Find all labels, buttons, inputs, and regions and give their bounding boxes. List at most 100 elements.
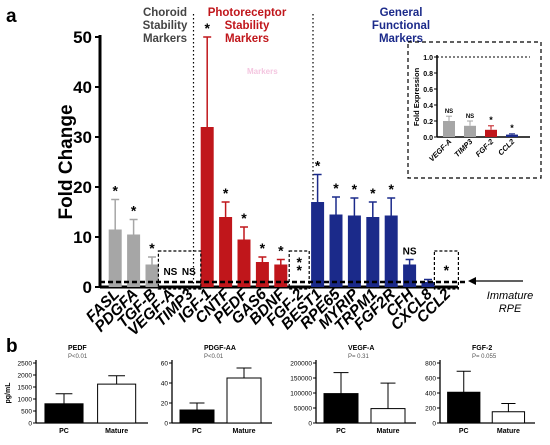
inset-bar-vegf-a — [443, 121, 455, 137]
panel-label-b: b — [6, 336, 18, 357]
panel-b-y-tick-label: 2000 — [18, 373, 33, 380]
inset-bar-timp3 — [464, 125, 476, 137]
significance-star: * — [352, 181, 358, 197]
group-header-line: Photoreceptor — [208, 7, 287, 19]
group-header-line: Choroid — [143, 7, 187, 19]
immature-rpe-label: Immature — [487, 290, 533, 302]
significance-star: * — [223, 185, 229, 201]
panel-b-y-tick-label: 20 — [161, 401, 169, 408]
bar-fgf2r — [384, 215, 398, 287]
panel-b-bar-pc — [44, 403, 84, 424]
y-axis-label: Fold Change — [56, 104, 77, 219]
bar-cntf — [219, 217, 233, 287]
significance-star: * — [241, 210, 247, 226]
bar-cxcl8 — [421, 282, 435, 287]
panel-b-y-axis-label: pg/mL — [5, 382, 12, 404]
group-header-line: Markers — [143, 33, 187, 45]
inset-y-tick-label: 0.4 — [423, 103, 433, 110]
significance-star: * — [444, 262, 450, 278]
inset-y-tick-label: 0.8 — [423, 71, 433, 78]
panel-b-bar-pc — [323, 393, 359, 424]
inset-bar-ccl2 — [506, 134, 518, 137]
significance-star: * — [333, 180, 339, 196]
bar-pdgfa — [127, 234, 141, 287]
panel-b-x-tick-label: PC — [192, 428, 202, 435]
dashed-box-fgf2 — [288, 250, 310, 290]
panel-label-a: a — [6, 6, 17, 27]
inset-y-tick-label: 0.2 — [423, 119, 433, 126]
dashed-box-vegf-timp3 — [157, 250, 202, 290]
panel-b-y-tick-label: 200000 — [290, 361, 312, 368]
y-tick-label: 0 — [83, 278, 92, 297]
panel-b-pvalue: P<0.01 — [204, 354, 224, 360]
significance-star: * — [131, 203, 137, 219]
panel-b-x-tick-label: Mature — [105, 428, 128, 435]
panel-b-y-tick-label: 0 — [432, 421, 436, 428]
panel-b-x-tick-label: Mature — [377, 428, 400, 435]
group-header-line: General — [380, 7, 423, 19]
inset-y-tick-label: 1.0 — [423, 55, 433, 62]
panel-b-x-tick-label: PC — [336, 428, 346, 435]
reference-arrow-head — [468, 277, 476, 285]
panel-b-bar-mature — [97, 383, 137, 424]
panel-b-y-tick-label: 150000 — [290, 376, 312, 383]
panel-b-title: VEGF-A — [348, 345, 374, 352]
inset-y-tick-label: 0.0 — [423, 135, 433, 142]
inset-ns-annotation: NS — [445, 109, 453, 115]
panel-b-y-tick-label: 50000 — [294, 406, 312, 413]
panel-b-y-tick-label: 500 — [21, 409, 32, 416]
bar-cfh — [403, 264, 417, 287]
bar-gas6 — [255, 262, 269, 287]
group-header-line: Stability — [143, 20, 188, 32]
panel-b-y-tick-label: 100000 — [290, 391, 312, 398]
significance-star: * — [204, 20, 210, 36]
inset-significance-star: * — [510, 123, 514, 133]
panel-b-y-tick-label: 40 — [161, 381, 169, 388]
panel-b-y-tick-label: 0 — [308, 421, 312, 428]
bar-trpm1 — [366, 217, 380, 287]
group-header-line: Functional — [372, 20, 430, 32]
ns-annotation: NS — [182, 267, 196, 278]
significance-star: * — [315, 158, 321, 174]
panel-b-x-tick-label: Mature — [233, 428, 256, 435]
bar-pedf — [237, 239, 251, 287]
inset-dashed-frame — [407, 41, 542, 179]
significance-star: * — [149, 240, 155, 256]
group-header-line: Stability — [225, 20, 270, 32]
dashed-box-ccl2 — [433, 250, 459, 290]
panel-b-bar-pc — [447, 391, 481, 424]
y-tick-label: 40 — [73, 78, 92, 97]
panel-b-y-tick-label: 1500 — [18, 385, 33, 392]
panel-b-y-tick-label: 60 — [161, 361, 169, 368]
panel-b-pvalue: P= 0.31 — [348, 354, 370, 360]
panel-b-bar-mature — [226, 377, 262, 424]
panel-b-y-tick-label: 400 — [425, 391, 436, 398]
panel-b-bar-pc — [179, 409, 215, 424]
panel-b-bar-mature — [491, 411, 526, 424]
panel-b-x-tick-label: PC — [459, 428, 469, 435]
significance-star: * — [296, 262, 302, 278]
panel-b-pvalue: P<0.01 — [68, 354, 88, 360]
panel-b-x-tick-label: Mature — [497, 428, 520, 435]
group-header-line: Markers — [225, 33, 269, 45]
bar-myrip — [347, 215, 361, 287]
panel-b-title: PEDF — [68, 345, 87, 352]
bar-best1 — [311, 202, 325, 287]
panel-b-title: PDGF-AA — [204, 345, 236, 352]
bar-tgf-b — [145, 264, 159, 287]
inset-bar-fgf-2 — [485, 129, 497, 137]
inset-ns-annotation: NS — [466, 114, 474, 120]
ns-annotation: NS — [403, 247, 417, 258]
significance-star: * — [260, 240, 266, 256]
y-tick-label: 10 — [73, 228, 92, 247]
immature-rpe-label: RPE — [499, 303, 522, 315]
panel-b-bar-mature — [370, 408, 406, 424]
y-tick-label: 30 — [73, 128, 92, 147]
panel-b-y-tick-label: 800 — [425, 361, 436, 368]
inset-y-axis-label: Fold Expression — [412, 67, 421, 126]
significance-star: * — [278, 243, 284, 259]
